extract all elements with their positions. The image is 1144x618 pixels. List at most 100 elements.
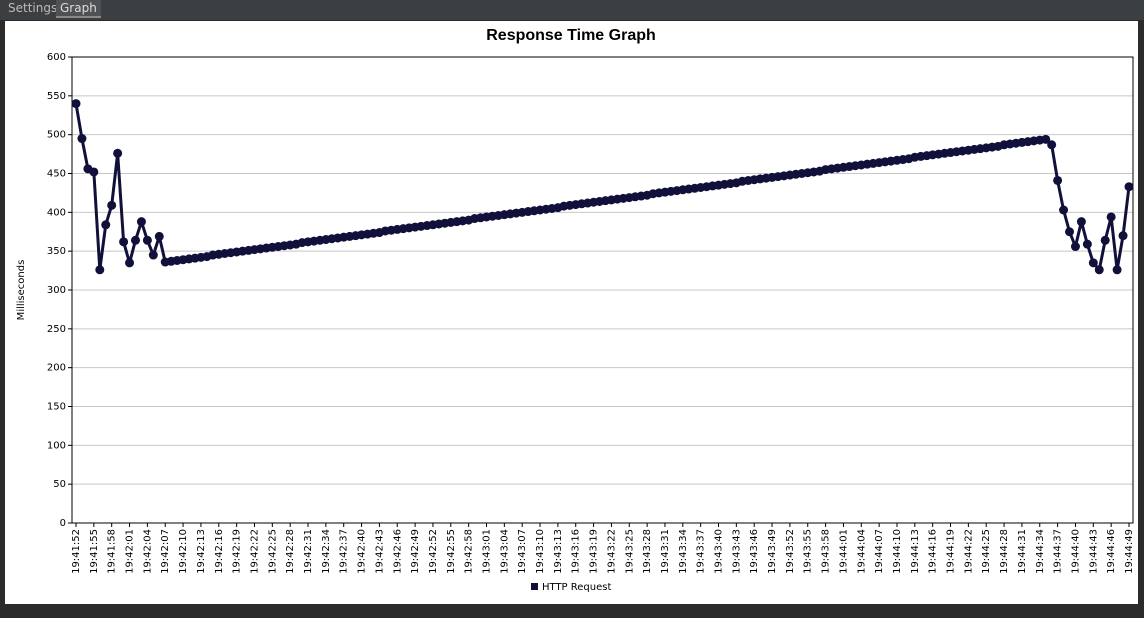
data-point (1041, 134, 1051, 144)
data-point (119, 237, 129, 247)
x-tick-label: 19:43:46 (749, 529, 760, 574)
x-tick-label: 19:42:31 (303, 529, 314, 574)
data-point (1065, 227, 1075, 237)
x-tick-label: 19:43:10 (535, 529, 546, 574)
y-tick-label: 200 (47, 363, 66, 374)
data-point (125, 258, 135, 268)
data-point (101, 220, 111, 230)
x-tick-label: 19:41:55 (89, 529, 100, 574)
y-tick-label: 400 (47, 207, 66, 218)
x-tick-label: 19:43:52 (785, 529, 796, 574)
x-tick-label: 19:43:07 (517, 529, 528, 574)
x-tick-label: 19:43:13 (553, 529, 564, 574)
data-point (1070, 242, 1080, 252)
x-tick-label: 19:42:04 (142, 529, 153, 574)
x-tick-label: 19:44:43 (1088, 529, 1099, 574)
data-point (1118, 231, 1128, 241)
x-tick-label: 19:44:49 (1124, 529, 1135, 574)
y-tick-label: 100 (47, 440, 66, 451)
data-point (1088, 258, 1098, 268)
plot-frame (71, 56, 1134, 524)
data-point (1100, 235, 1110, 245)
x-tick-label: 19:42:16 (214, 529, 225, 574)
x-tick-label: 19:43:16 (571, 529, 582, 574)
data-point (95, 265, 105, 275)
x-tick-label: 19:42:25 (267, 529, 278, 574)
x-tick-label: 19:44:16 (928, 529, 939, 574)
x-tick-label: 19:44:01 (838, 529, 849, 574)
x-tick-label: 19:44:13 (910, 529, 921, 574)
x-tick-label: 19:42:19 (232, 529, 243, 574)
chart-background (5, 21, 1138, 604)
y-tick-label: 50 (53, 479, 66, 490)
x-tick-label: 19:42:10 (178, 529, 189, 574)
legend-label: HTTP Request (542, 582, 611, 593)
x-tick-label: 19:43:31 (660, 529, 671, 574)
x-tick-label: 19:42:37 (339, 529, 350, 574)
y-tick-label: 450 (47, 169, 66, 180)
data-point (1082, 239, 1092, 249)
data-point (1112, 265, 1122, 275)
x-tick-label: 19:41:58 (107, 529, 118, 574)
tab[interactable]: Graph (56, 0, 101, 18)
data-point (142, 235, 152, 245)
x-tick-label: 19:44:40 (1070, 529, 1081, 574)
x-tick-label: 19:44:37 (1053, 529, 1064, 574)
data-point (1059, 205, 1069, 215)
legend-swatch (531, 583, 538, 590)
data-point (1047, 140, 1057, 150)
x-tick-label: 19:42:07 (160, 529, 171, 574)
x-tick-label: 19:42:43 (374, 529, 385, 574)
x-tick-label: 19:43:37 (696, 529, 707, 574)
y-axis-label: Milliseconds (16, 260, 27, 321)
x-tick-label: 19:42:46 (392, 529, 403, 574)
chart-title: Response Time Graph (486, 27, 656, 44)
y-tick-label: 250 (47, 324, 66, 335)
x-tick-label: 19:44:25 (981, 529, 992, 574)
x-tick-label: 19:42:28 (285, 529, 296, 574)
x-tick-label: 19:44:10 (892, 529, 903, 574)
data-point (1053, 175, 1063, 185)
data-point (136, 217, 146, 227)
x-tick-label: 19:44:22 (963, 529, 974, 574)
y-tick-label: 600 (47, 52, 66, 63)
data-point (113, 148, 123, 158)
x-tick-label: 19:43:04 (499, 529, 510, 574)
data-point (148, 250, 158, 260)
y-tick-label: 550 (47, 91, 66, 102)
data-point (154, 231, 164, 241)
data-point (77, 134, 87, 144)
x-tick-label: 19:42:52 (428, 529, 439, 574)
data-point (89, 167, 99, 177)
x-tick-label: 19:43:19 (589, 529, 600, 574)
x-tick-label: 19:42:58 (464, 529, 475, 574)
data-point (130, 235, 140, 245)
data-point (71, 99, 81, 109)
x-tick-label: 19:43:22 (606, 529, 617, 574)
tab[interactable]: Settings (8, 1, 58, 15)
x-tick-label: 19:44:31 (1017, 529, 1028, 574)
x-tick-label: 19:42:01 (125, 529, 136, 574)
x-tick-label: 19:43:40 (714, 529, 725, 574)
x-tick-label: 19:43:43 (731, 529, 742, 574)
y-tick-label: 300 (47, 285, 66, 296)
x-tick-label: 19:43:01 (481, 529, 492, 574)
y-tick-label: 0 (60, 518, 66, 529)
x-tick-label: 19:43:49 (767, 529, 778, 574)
x-tick-label: 19:43:34 (678, 529, 689, 574)
x-tick-label: 19:43:55 (803, 529, 814, 574)
x-tick-label: 19:42:49 (410, 529, 421, 574)
data-point (107, 200, 117, 210)
data-point (1076, 217, 1086, 227)
data-point (1094, 265, 1104, 275)
x-tick-label: 19:43:58 (821, 529, 832, 574)
tab-bar: Settings Graph (0, 0, 1144, 20)
x-tick-label: 19:44:46 (1106, 529, 1117, 574)
y-tick-label: 350 (47, 246, 66, 257)
y-tick-label: 500 (47, 130, 66, 141)
x-tick-label: 19:42:34 (321, 529, 332, 574)
x-tick-label: 19:43:28 (642, 529, 653, 574)
x-tick-label: 19:42:55 (446, 529, 457, 574)
x-tick-label: 19:42:13 (196, 529, 207, 574)
